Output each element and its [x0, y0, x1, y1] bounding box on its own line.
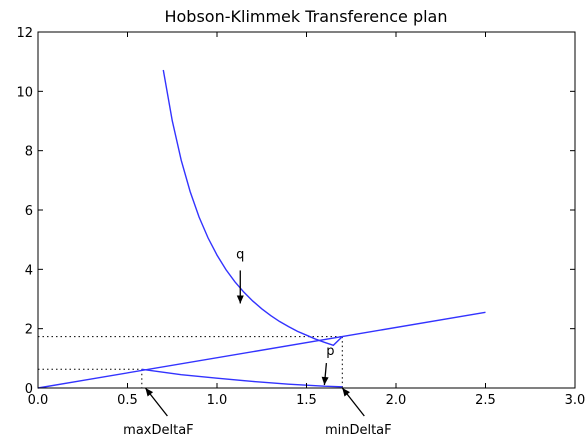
- y-tick-label: 10: [16, 85, 33, 100]
- series-line-p: [141, 368, 343, 388]
- chart-title: Hobson-Klimmek Transference plan: [164, 7, 447, 26]
- series-line-ray: [37, 311, 486, 389]
- x-tick-label: 0.0: [28, 393, 49, 408]
- y-tick-label: 8: [25, 145, 33, 160]
- annotation-label: q: [236, 247, 244, 262]
- y-tick-label: 2: [25, 323, 33, 338]
- plot-layer: 0.0 0.5 1.0 1.5 2.0 2.5 3.0 0 2 4 6 8 10 12 q p maxDelta…: [16, 26, 585, 438]
- x-tick-label: 2.5: [475, 393, 496, 408]
- x-tick-label: 3.0: [565, 393, 586, 408]
- annotation-label: p: [326, 344, 334, 359]
- x-tick-label: 1.5: [296, 393, 317, 408]
- annotation-label: maxDeltaF: [123, 423, 193, 438]
- annotation-arrowhead: [321, 376, 329, 386]
- y-tick-label: 4: [25, 263, 33, 278]
- y-tick-label: 12: [16, 26, 33, 41]
- annotation-arrowhead: [145, 388, 154, 397]
- annotation-label: minDeltaF: [325, 423, 392, 438]
- x-tick-label: 0.5: [117, 393, 138, 408]
- y-tick-label: 6: [25, 204, 33, 219]
- annotation-arrowhead: [236, 295, 244, 304]
- series-line-q: [162, 69, 343, 347]
- x-tick-label: 1.0: [207, 393, 228, 408]
- annotation-arrowhead: [342, 388, 350, 397]
- x-tick-label: 2.0: [386, 393, 407, 408]
- y-tick-label: 0: [25, 382, 33, 397]
